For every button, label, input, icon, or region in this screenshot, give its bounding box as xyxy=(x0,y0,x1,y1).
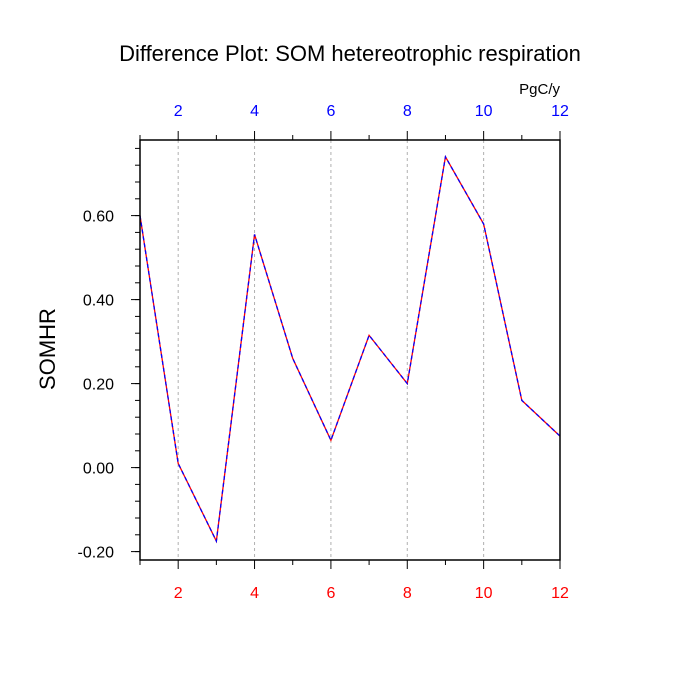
x-tick-label-top: 6 xyxy=(326,103,335,120)
x-tick-label-bottom: 4 xyxy=(250,585,259,602)
axis-ticks xyxy=(131,131,561,569)
x-tick-label-bottom: 8 xyxy=(403,585,412,602)
y-axis-label: SOMHR xyxy=(35,308,60,390)
x-gridlines xyxy=(177,140,485,560)
x-tick-label-bottom: 10 xyxy=(475,585,493,602)
x-tick-label-bottom: 6 xyxy=(326,585,335,602)
series-line-base xyxy=(139,154,561,544)
y-tick-label: 0.60 xyxy=(83,209,114,226)
y-tick-label: 0.20 xyxy=(83,377,114,394)
chart-title: Difference Plot: SOM hetereotrophic resp… xyxy=(119,41,581,66)
x-tick-label-top: 4 xyxy=(250,103,259,120)
x-tick-label-top: 12 xyxy=(551,103,569,120)
tick-labels: 2 4 6 8 10 12 2 4 6 8 10 12 -0.20 0.00 0.20 0.40 0.60 xyxy=(78,103,569,602)
y-tick-label: 0.40 xyxy=(83,293,114,310)
y-tick-label: -0.20 xyxy=(78,545,115,562)
series-line-dashed xyxy=(139,154,561,544)
x-tick-label-bottom: 12 xyxy=(551,585,569,602)
x-tick-label-bottom: 2 xyxy=(174,585,183,602)
y-tick-label: 0.00 xyxy=(83,461,114,478)
series-lines xyxy=(139,154,561,544)
x-tick-label-top: 2 xyxy=(174,103,183,120)
x-tick-label-top: 10 xyxy=(475,103,493,120)
plot-frame xyxy=(139,139,561,561)
units-label: PgC/y xyxy=(519,81,560,98)
x-tick-label-top: 8 xyxy=(403,103,412,120)
